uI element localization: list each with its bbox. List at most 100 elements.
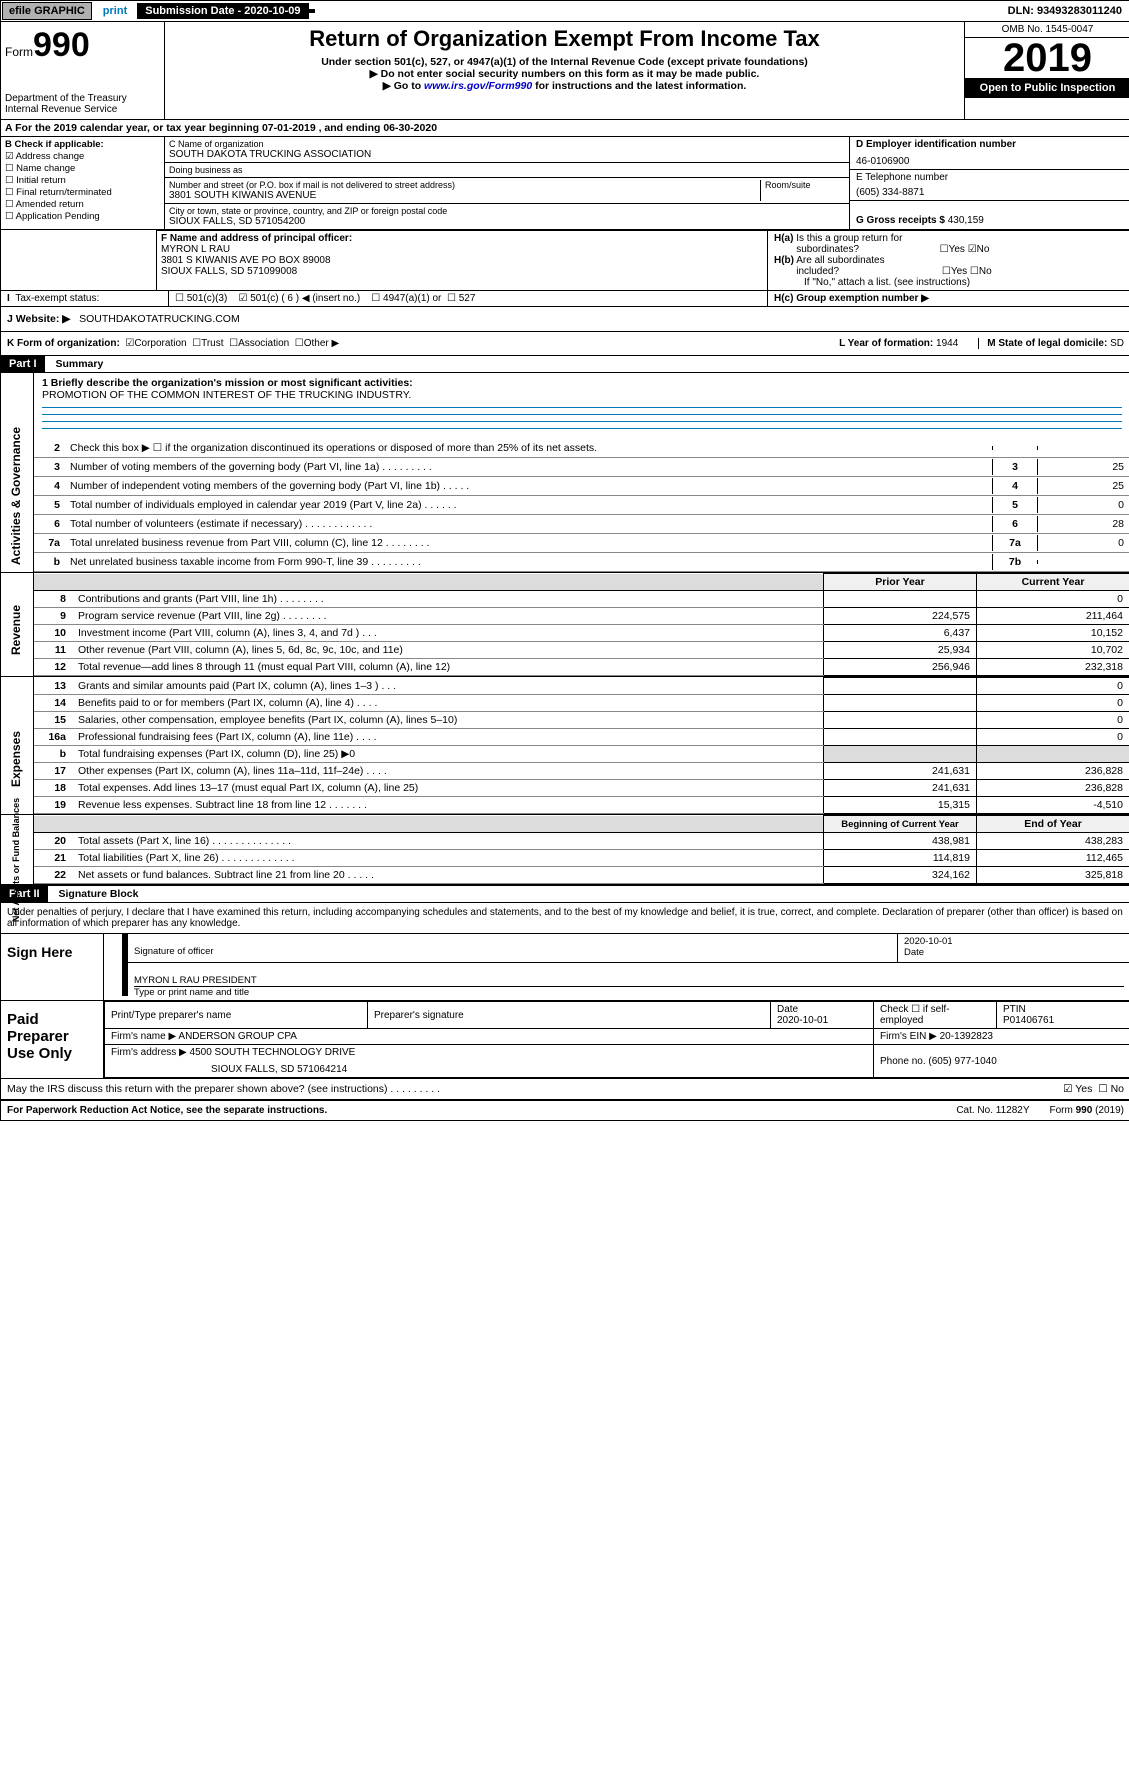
print-link[interactable]: print (93, 3, 137, 19)
firm-ein-cell: Firm's EIN ▶ 20-1392823 (874, 1029, 1129, 1045)
line-label: 4 (992, 478, 1037, 494)
governance-table: 2 Check this box ▶ ☐ if the organization… (34, 439, 1129, 572)
net-assets-table: Beginning of Current Year End of Year 20… (34, 815, 1129, 884)
line-label: 7b (992, 554, 1037, 570)
form-number: 990 (33, 26, 90, 64)
prep-date-cell: Date2020-10-01 (771, 1002, 874, 1029)
line-value: 25 (1037, 478, 1129, 494)
chk-group-yes[interactable]: ☐ (940, 244, 949, 255)
side-label-governance: Activities & Governance (1, 373, 34, 572)
dept-label: Department of the Treasury (5, 93, 160, 104)
ptin-cell: PTINP01406761 (997, 1002, 1129, 1029)
chk-amended[interactable]: ☐ Amended return (5, 199, 160, 210)
net-row: 20Total assets (Part X, line 16) . . . .… (34, 833, 1129, 850)
governance-line: b Net unrelated business taxable income … (34, 553, 1129, 572)
line-desc: Total unrelated business revenue from Pa… (66, 535, 992, 551)
line-value: 0 (1037, 535, 1129, 551)
chk-501c3[interactable]: ☐ (175, 293, 184, 304)
chk-final-return[interactable]: ☐ Final return/terminated (5, 187, 160, 198)
irs-link[interactable]: www.irs.gov/Form990 (424, 80, 532, 92)
sign-here-label: Sign Here (1, 934, 104, 1000)
line-desc: Check this box ▶ ☐ if the organization d… (66, 440, 992, 456)
line-label: 5 (992, 497, 1037, 513)
block-bcd: B Check if applicable: ☑ Address change … (1, 137, 1129, 230)
part-ii-header: Part II Signature Block (1, 884, 1129, 903)
room-label: Room/suite (765, 180, 845, 190)
m-value: SD (1110, 338, 1124, 349)
k-row: K Form of organization: ☑ Corporation ☐ … (1, 332, 1129, 356)
line-value: 28 (1037, 516, 1129, 532)
paid-preparer-block: Paid Preparer Use Only Print/Type prepar… (1, 1000, 1129, 1078)
tax-year-line: A For the 2019 calendar year, or tax yea… (1, 120, 1129, 137)
k-label: K Form of organization: (7, 338, 120, 349)
chk-527[interactable]: ☐ (447, 293, 456, 304)
chk-other[interactable]: ☐ (295, 338, 304, 349)
chk-501c[interactable]: ☑ (238, 293, 247, 304)
chk-app-pending[interactable]: ☐ Application Pending (5, 211, 160, 222)
line-value: 25 (1037, 459, 1129, 475)
sign-here-block: Sign Here Signature of officer 2020-10-0… (1, 933, 1129, 1000)
tax-year: 2019 (965, 38, 1129, 78)
governance-line: 3 Number of voting members of the govern… (34, 458, 1129, 477)
expense-table: 13Grants and similar amounts paid (Part … (34, 677, 1129, 814)
m-label: M State of legal domicile: (987, 338, 1107, 349)
firm-addr-cell: Firm's address ▶ 4500 SOUTH TECHNOLOGY D… (105, 1045, 874, 1078)
expense-row: 16aProfessional fundraising fees (Part I… (34, 729, 1129, 746)
line-desc: Number of independent voting members of … (66, 478, 992, 494)
form-prefix: Form (5, 45, 33, 59)
chk-4947[interactable]: ☐ (371, 293, 380, 304)
pra-notice: For Paperwork Reduction Act Notice, see … (7, 1105, 327, 1116)
hb-hint: If "No," attach a list. (see instruction… (774, 277, 1124, 288)
chk-assoc[interactable]: ☐ (229, 338, 238, 349)
officer-name: MYRON L RAU (161, 244, 763, 255)
chk-trust[interactable]: ☐ (192, 338, 201, 349)
header-right-box: OMB No. 1545-0047 2019 Open to Public In… (964, 22, 1129, 119)
ein-value: 46-0106900 (856, 156, 1124, 167)
part-i-body: Activities & Governance 1 Briefly descri… (1, 373, 1129, 572)
form-footer-label: Form 990 (2019) (1050, 1105, 1124, 1116)
box-f: F Name and address of principal officer:… (157, 230, 768, 290)
revenue-row: 9Program service revenue (Part VIII, lin… (34, 608, 1129, 625)
revenue-row: 11Other revenue (Part VIII, column (A), … (34, 642, 1129, 659)
firm-name-cell: Firm's name ▶ ANDERSON GROUP CPA (105, 1029, 874, 1045)
line-label: 6 (992, 516, 1037, 532)
street-value: 3801 SOUTH KIWANIS AVENUE (169, 190, 760, 201)
prep-selfemp-cell: Check ☐ if self-employed (874, 1002, 997, 1029)
part-i-title: Summary (47, 358, 103, 370)
line-num: b (34, 556, 66, 568)
l-value: 1944 (936, 338, 958, 349)
dba-label: Doing business as (169, 165, 845, 175)
line-desc: Total number of volunteers (estimate if … (66, 516, 992, 532)
expense-row: 13Grants and similar amounts paid (Part … (34, 678, 1129, 695)
efile-graphic-label: efile GRAPHIC (2, 2, 92, 20)
chk-corp[interactable]: ☑ (125, 338, 134, 349)
line-desc: Total number of individuals employed in … (66, 497, 992, 513)
line-value (1037, 446, 1129, 450)
chk-address-change[interactable]: ☑ Address change (5, 151, 160, 162)
chk-name-change[interactable]: ☐ Name change (5, 163, 160, 174)
side-label-expenses: Expenses (1, 677, 34, 814)
efile-top-bar: efile GRAPHIC print Submission Date - 20… (1, 1, 1129, 22)
chk-group-no[interactable]: ☑ (968, 244, 977, 255)
chk-sub-no[interactable]: ☐ (970, 266, 979, 277)
chk-discuss-no[interactable]: ☐ (1098, 1083, 1107, 1095)
website-row: J Website: ▶ SOUTHDAKOTATRUCKING.COM (1, 307, 1129, 332)
line-num: 3 (34, 461, 66, 473)
website-label: J Website: ▶ (7, 313, 70, 325)
prep-name-label: Print/Type preparer's name (105, 1002, 368, 1029)
chk-initial-return[interactable]: ☐ Initial return (5, 175, 160, 186)
form-990-container: efile GRAPHIC print Submission Date - 20… (0, 0, 1129, 1121)
mission-block: 1 Briefly describe the organization's mi… (34, 373, 1129, 439)
revenue-table: Prior Year Current Year 8Contributions a… (34, 573, 1129, 676)
officer-addr1: 3801 S KIWANIS AVE PO BOX 89008 (161, 255, 763, 266)
mission-text: PROMOTION OF THE COMMON INTEREST OF THE … (42, 389, 1122, 401)
form-header: Form990 Department of the Treasury Inter… (1, 22, 1129, 120)
line-desc: Net unrelated business taxable income fr… (66, 554, 992, 570)
street-label: Number and street (or P.O. box if mail i… (169, 180, 760, 190)
dln-label: DLN: 93493283011240 (1000, 3, 1129, 19)
expense-row: 19Revenue less expenses. Subtract line 1… (34, 797, 1129, 814)
chk-sub-yes[interactable]: ☐ (942, 266, 951, 277)
chk-discuss-yes[interactable]: ☑ (1063, 1083, 1072, 1095)
current-year-header: Current Year (977, 574, 1129, 591)
line-desc: Number of voting members of the governin… (66, 459, 992, 475)
